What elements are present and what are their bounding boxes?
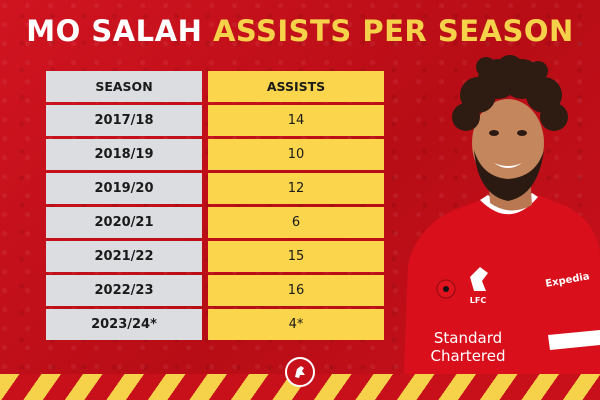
shirt-collar bbox=[480, 193, 538, 215]
table-row: 2018/19 10 bbox=[46, 139, 384, 170]
assists-cell: 14 bbox=[208, 105, 384, 136]
season-cell: 2018/19 bbox=[46, 139, 202, 170]
table-row: 2023/24* 4* bbox=[46, 309, 384, 340]
season-cell: 2017/18 bbox=[46, 105, 202, 136]
sponsor-line2: Chartered bbox=[430, 347, 505, 365]
hair bbox=[452, 55, 568, 131]
page-title: MO SALAH ASSISTS PER SEASON bbox=[0, 14, 600, 48]
assists-header: ASSISTS bbox=[208, 71, 384, 102]
club-label: LFC bbox=[470, 296, 487, 305]
shirt bbox=[403, 195, 600, 400]
season-cell: 2023/24* bbox=[46, 309, 202, 340]
table-row: 2020/21 6 bbox=[46, 207, 384, 238]
assists-cell: 10 bbox=[208, 139, 384, 170]
table-row: 2021/22 15 bbox=[46, 241, 384, 272]
season-cell: 2022/23 bbox=[46, 275, 202, 306]
assists-cell: 16 bbox=[208, 275, 384, 306]
table-row: 2017/18 14 bbox=[46, 105, 384, 136]
sponsor-line1: Standard bbox=[434, 329, 502, 347]
player-illustration: LFC Standard Chartered Expedia bbox=[403, 55, 600, 400]
liver-bird-badge bbox=[285, 357, 315, 387]
table-header-row: SEASON ASSISTS bbox=[46, 71, 384, 102]
left-eye bbox=[489, 130, 499, 136]
season-cell: 2021/22 bbox=[46, 241, 202, 272]
assists-cell: 4* bbox=[208, 309, 384, 340]
assists-table: SEASON ASSISTS 2017/18 14 2018/19 10 201… bbox=[46, 71, 384, 343]
face bbox=[472, 99, 544, 187]
liver-bird-icon bbox=[295, 366, 305, 378]
liver-bird-icon bbox=[470, 267, 488, 291]
title-subject: ASSISTS PER SEASON bbox=[212, 14, 574, 48]
poppy-icon bbox=[436, 279, 456, 299]
right-eye bbox=[517, 130, 527, 136]
sleeve-trim bbox=[548, 330, 600, 350]
assists-cell: 6 bbox=[208, 207, 384, 238]
beard bbox=[474, 150, 544, 201]
season-header: SEASON bbox=[46, 71, 202, 102]
assists-cell: 15 bbox=[208, 241, 384, 272]
season-cell: 2020/21 bbox=[46, 207, 202, 238]
table-row: 2022/23 16 bbox=[46, 275, 384, 306]
smile bbox=[494, 163, 522, 168]
season-cell: 2019/20 bbox=[46, 173, 202, 204]
title-name: MO SALAH bbox=[26, 14, 203, 48]
table-row: 2019/20 12 bbox=[46, 173, 384, 204]
assists-cell: 12 bbox=[208, 173, 384, 204]
